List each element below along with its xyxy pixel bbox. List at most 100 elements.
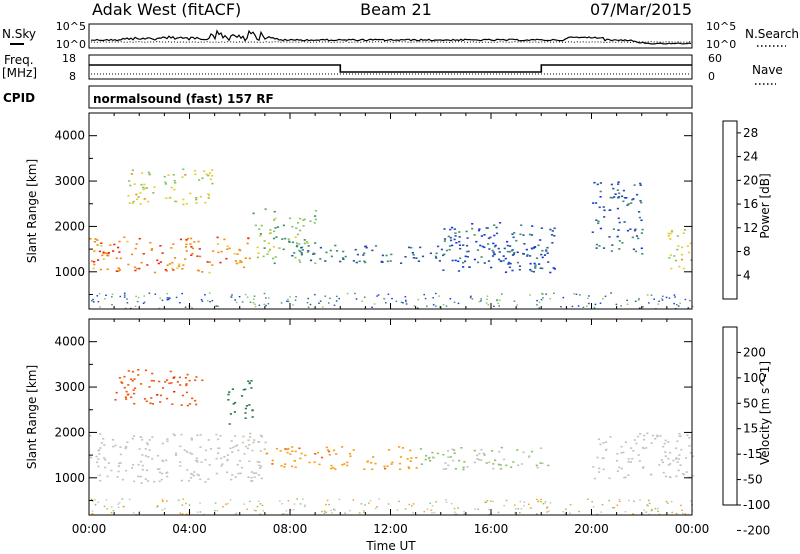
scatter-cell <box>389 260 392 262</box>
scatter-cell <box>535 257 539 259</box>
scatter-cell <box>140 183 143 186</box>
scatter-cell <box>256 256 259 259</box>
ground-scatter-cell <box>328 302 330 304</box>
scatter-cell <box>299 229 302 232</box>
ground-scatter-cell <box>653 298 655 300</box>
ground-scatter-cell <box>578 510 580 513</box>
scatter-cell <box>191 252 194 255</box>
scatter-cell <box>621 242 624 244</box>
scatter-cell <box>342 258 345 260</box>
scatter-cell <box>103 457 106 459</box>
scatter-cell <box>618 466 621 469</box>
scatter-cell <box>167 174 170 176</box>
ground-scatter-cell <box>225 503 227 505</box>
scatter-cell <box>139 475 142 478</box>
ground-scatter-cell <box>530 507 533 509</box>
scatter-cell <box>620 467 623 470</box>
scatter-cell <box>239 259 242 262</box>
scatter-cell <box>618 248 621 250</box>
ground-scatter-cell <box>519 512 521 514</box>
ground-scatter-cell <box>503 504 505 507</box>
ground-scatter-cell <box>527 503 530 505</box>
scatter-cell <box>540 227 543 229</box>
scatter-cell <box>176 267 179 269</box>
scatter-cell <box>299 457 302 460</box>
ground-scatter-cell <box>519 500 522 503</box>
ground-scatter-cell <box>336 295 338 298</box>
scatter-cell <box>511 254 515 256</box>
scatter-cell <box>613 196 616 198</box>
scatter-cell <box>462 466 465 469</box>
ground-scatter-cell <box>289 296 291 298</box>
scatter-cell <box>136 267 139 270</box>
ground-scatter-cell <box>287 298 289 301</box>
scatter-cell <box>597 222 600 225</box>
ground-scatter-cell <box>263 303 265 306</box>
ground-scatter-cell <box>398 500 400 503</box>
ground-scatter-cell <box>593 306 596 308</box>
scatter-cell <box>147 171 150 174</box>
ground-scatter-cell <box>177 499 180 501</box>
ground-scatter-cell <box>599 302 602 304</box>
scatter-cell <box>618 221 621 224</box>
ground-scatter-cell <box>268 297 270 299</box>
ground-scatter-cell <box>449 298 452 300</box>
ground-scatter-cell <box>181 504 184 506</box>
scatter-cell <box>135 193 138 196</box>
scatter-cell <box>303 242 306 245</box>
scatter-cell <box>102 258 105 260</box>
scatter-cell <box>627 474 630 476</box>
scatter-cell <box>498 251 501 253</box>
scatter-cell <box>381 261 384 263</box>
scatter-cell <box>180 433 183 436</box>
ground-scatter-cell <box>657 510 659 512</box>
scatter-cell <box>181 268 184 270</box>
scatter-cell <box>528 456 531 458</box>
scatter-cell <box>133 378 136 380</box>
scatter-cell <box>189 477 193 479</box>
scatter-cell <box>151 436 154 438</box>
ground-scatter-cell <box>657 507 659 510</box>
power-ylabel: Slant Range [km] <box>25 159 39 263</box>
ground-scatter-cell <box>457 302 460 305</box>
ground-scatter-cell <box>344 512 346 514</box>
ground-scatter-cell <box>470 295 472 297</box>
scatter-cell <box>128 180 131 182</box>
ground-scatter-cell <box>185 502 187 505</box>
scatter-cell <box>238 261 241 264</box>
scatter-cell <box>126 441 129 443</box>
scatter-cell <box>238 248 241 251</box>
noise-panel: N.Sky 10^5 10^0 10^5 10^0 N.Search <box>2 20 799 51</box>
scatter-cell <box>195 198 198 201</box>
scatter-cell <box>184 258 187 260</box>
ground-scatter-cell <box>188 504 191 506</box>
scatter-cell <box>141 454 144 456</box>
scatter-cell <box>365 246 368 249</box>
scatter-cell <box>134 387 137 390</box>
scatter-cell <box>320 456 324 459</box>
scatter-cell <box>649 473 653 476</box>
scatter-cell <box>491 249 494 252</box>
scatter-cell <box>358 260 361 263</box>
scatter-cell <box>91 260 94 262</box>
scatter-cell <box>618 240 621 242</box>
ground-scatter-cell <box>166 500 168 502</box>
scatter-cell <box>478 452 481 455</box>
scatter-cell <box>298 249 301 252</box>
scatter-cell <box>197 269 200 272</box>
scatter-cell <box>352 449 355 451</box>
ground-scatter-cell <box>283 512 285 515</box>
scatter-cell <box>617 196 620 199</box>
scatter-cell <box>509 262 512 265</box>
ground-scatter-cell <box>207 300 209 302</box>
ground-scatter-cell <box>670 501 673 503</box>
scatter-cell <box>599 190 602 193</box>
scatter-cell <box>287 238 290 240</box>
ground-scatter-cell <box>286 300 288 302</box>
ground-scatter-cell <box>376 506 378 508</box>
scatter-cell <box>204 458 207 461</box>
ground-scatter-cell <box>569 512 571 514</box>
scatter-cell <box>642 447 645 450</box>
ground-scatter-cell <box>405 303 408 305</box>
scatter-cell <box>640 201 643 204</box>
